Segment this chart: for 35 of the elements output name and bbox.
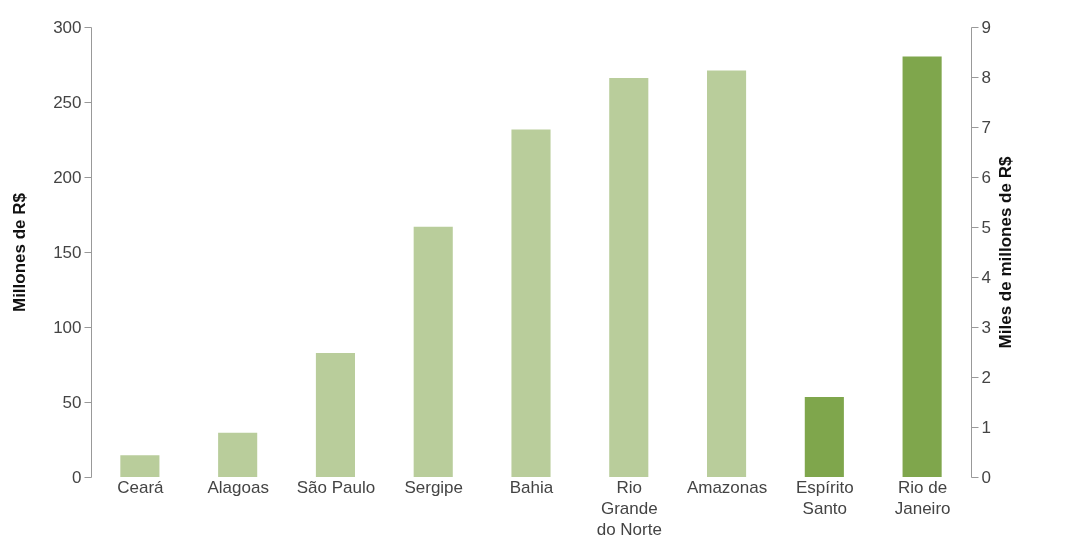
bar [315,353,355,477]
y2-tick-label: 0 [981,467,991,487]
x-tick-label: Ceará [117,477,165,497]
y-tick-label: 300 [53,17,82,37]
y-axis-title: Millones de R$ [10,192,30,313]
y2-tick-label: 9 [981,17,991,37]
x-tick-label: Sergipe [404,477,464,497]
x-tick-label: Bahia [509,477,554,497]
x-tick-label: Espírito Santo [796,477,854,518]
bar [218,432,258,477]
bar [120,455,160,477]
x-tick-label: Rio Grande do Norte [596,477,662,539]
x-tick-label: Alagoas [207,477,269,497]
y-tick-label: 50 [62,392,82,412]
bar [511,129,551,477]
y2-tick-label: 4 [981,267,991,287]
y2-tick-label: 1 [981,417,991,437]
y-tick-label: 250 [53,92,82,112]
y2-axis-title: Miles de millones de R$ [995,156,1015,349]
y2-tick-label: 8 [981,67,991,87]
y-tick-label: 100 [53,317,82,337]
x-tick-label: Amazonas [686,477,768,497]
y2-tick-label: 3 [981,317,991,337]
y2-tick-label: 5 [981,217,991,237]
y-tick-label: 200 [53,167,82,187]
y-tick-label: 150 [53,242,82,262]
y-tick-label: 0 [72,467,82,487]
bar [413,226,453,477]
bar [609,78,649,477]
y2-tick-label: 2 [981,367,991,387]
x-tick-label: Rio de Janeiro [894,477,951,518]
x-tick-label: São Paulo [296,477,376,497]
bar [707,70,747,477]
y2-tick-label: 6 [981,167,991,187]
y2-tick-label: 7 [981,117,991,137]
